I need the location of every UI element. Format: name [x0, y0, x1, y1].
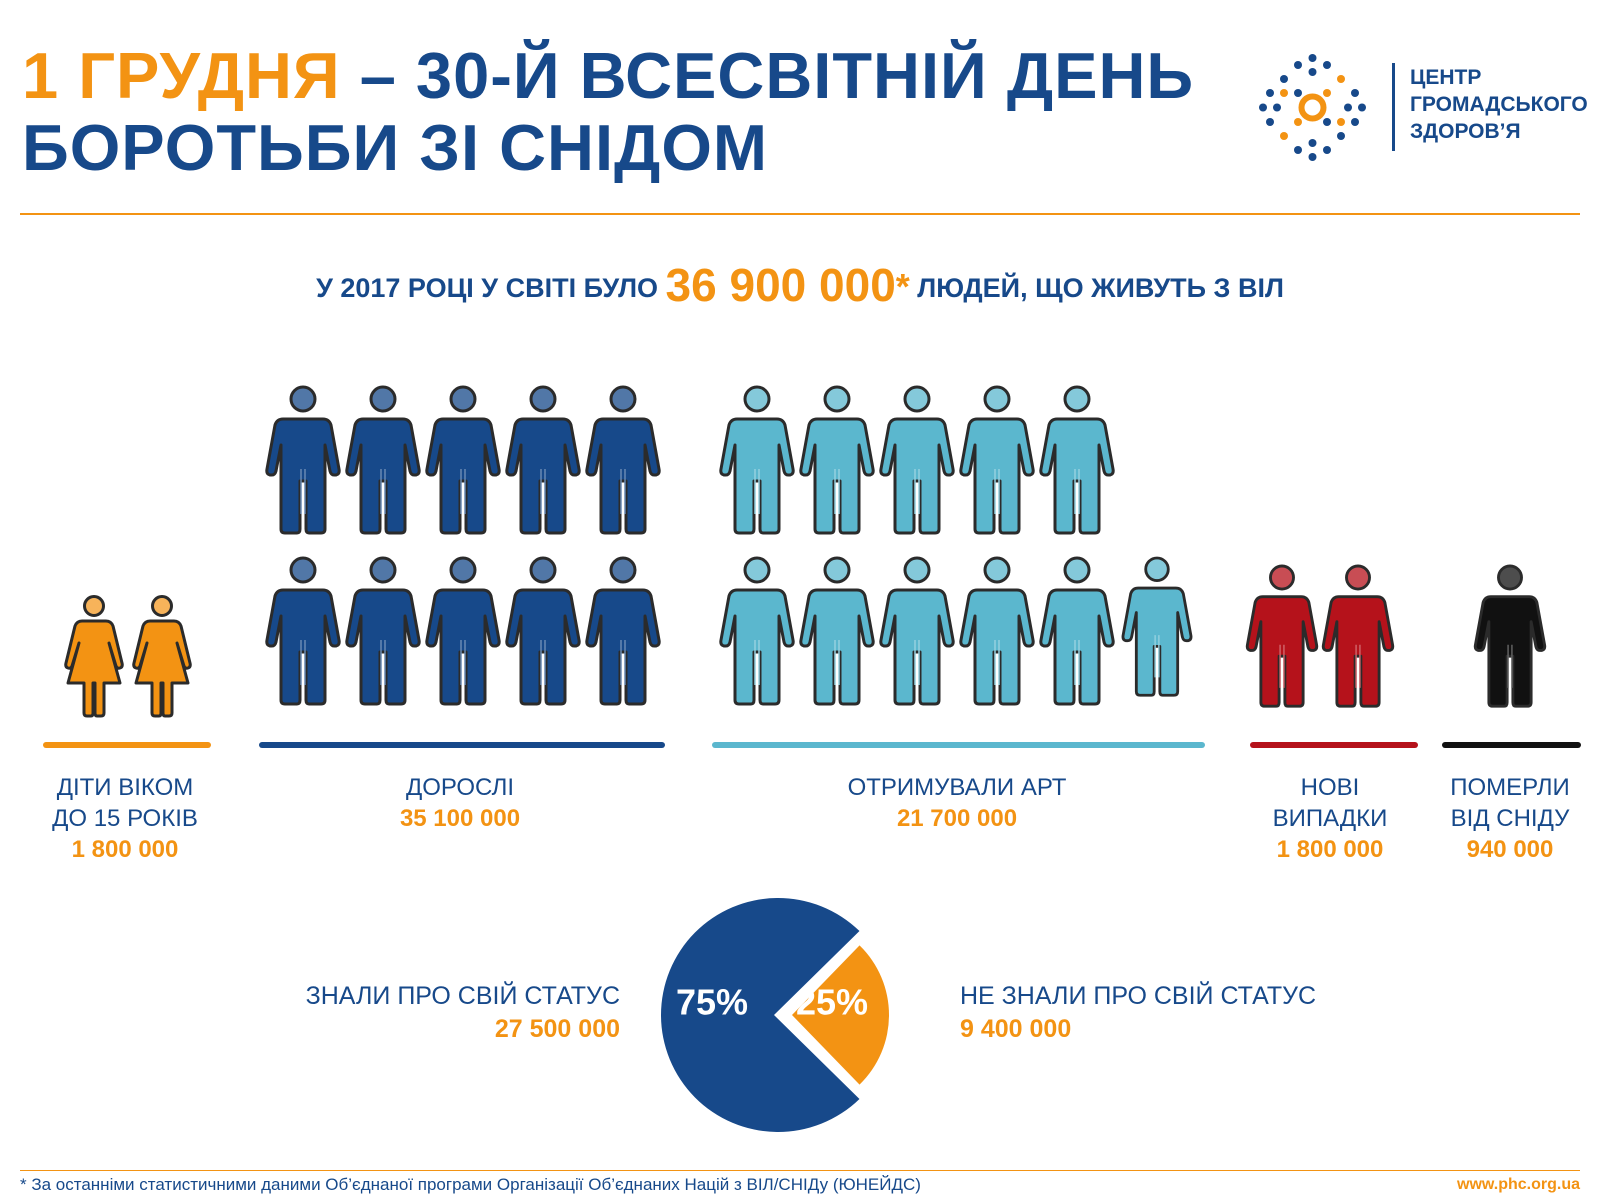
- adults-value: 35 100 000: [399, 805, 521, 832]
- adult-figure-2: [345, 385, 421, 535]
- label-art: ОТРИМУВАЛИ АРТ 21 700 000: [712, 772, 1202, 834]
- adults-line1: ДОРОСЛІ: [405, 774, 515, 801]
- died-line1: ПОМЕРЛИ: [1450, 774, 1570, 801]
- adult-figure-8: [425, 556, 501, 706]
- unknown-label: НЕ ЗНАЛИ ПРО СВІЙ СТАТУС: [960, 982, 1317, 1010]
- pictogram-chart: [43, 385, 1581, 748]
- pie-slice-unknown: [792, 945, 889, 1085]
- logo-text: ЦЕНТР ГРОМАДСЬКОГО ЗДОРОВ’Я: [1410, 64, 1588, 145]
- known-value: 27 500 000: [494, 1015, 620, 1043]
- known-label: ЗНАЛИ ПРО СВІЙ СТАТУС: [305, 982, 620, 1010]
- adult-figure-4: [505, 385, 581, 535]
- logo-line2: ГРОМАДСЬКОГО: [1410, 93, 1588, 116]
- footnote: * За останніми статистичними даними Об’є…: [20, 1175, 921, 1194]
- art-figure-10: [1039, 556, 1115, 706]
- header-divider: [20, 213, 1580, 215]
- art-figure-1: [719, 385, 795, 535]
- new-cases-line1: НОВІ: [1300, 774, 1360, 801]
- children-line1: ДІТИ ВІКОМ: [56, 774, 194, 801]
- headline-number: 36 900 000: [665, 259, 896, 311]
- adult-figure-6: [265, 556, 341, 706]
- headline: У 2017 РОЦІ У СВІТІ БУЛО 36 900 000* ЛЮД…: [0, 258, 1600, 312]
- art-figure-8: [879, 556, 955, 706]
- died-line2: ВІД СНІДУ: [1450, 805, 1570, 832]
- art-figure-9: [959, 556, 1035, 706]
- label-new-cases: НОВІ ВИПАДКИ 1 800 000: [1245, 772, 1415, 865]
- art-value: 21 700 000: [896, 805, 1018, 832]
- pie-slice-known: [661, 898, 860, 1132]
- label-children: ДІТИ ВІКОМ ДО 15 РОКІВ 1 800 000: [20, 772, 230, 865]
- died-value: 940 000: [1466, 836, 1554, 863]
- headline-suffix: ЛЮДЕЙ, ЩО ЖИВУТЬ З ВІЛ: [909, 273, 1284, 303]
- art-figure-7: [799, 556, 875, 706]
- logo-line1: ЦЕНТР: [1410, 66, 1482, 89]
- new-cases-line2: ВИПАДКИ: [1272, 805, 1388, 832]
- art-figure-3: [879, 385, 955, 535]
- adult-figure-10: [585, 556, 661, 706]
- new-case-figure-2: [1321, 564, 1395, 708]
- new-case-figure-1: [1245, 564, 1319, 708]
- adult-figure-3: [425, 385, 501, 535]
- site-url[interactable]: www.phc.org.ua: [1457, 1176, 1580, 1193]
- art-figure-11: [1121, 556, 1193, 697]
- adult-figure-1: [265, 385, 341, 535]
- art-figure-4: [959, 385, 1035, 535]
- footer-divider: [20, 1170, 1580, 1171]
- label-adults: ДОРОСЛІ 35 100 000: [260, 772, 660, 834]
- pie-label-unknown-pct: 25%: [796, 982, 868, 1023]
- children-line2: ДО 15 РОКІВ: [52, 805, 198, 832]
- phc-dots-logo-icon: [1259, 54, 1366, 161]
- pie-known-label: ЗНАЛИ ПРО СВІЙ СТАТУС 27 500 000: [306, 980, 620, 1046]
- unknown-value: 9 400 000: [960, 1015, 1072, 1043]
- adult-figure-9: [505, 556, 581, 706]
- died-figure-1: [1473, 564, 1547, 708]
- child-figure-2: [132, 595, 192, 718]
- headline-prefix: У 2017 РОЦІ У СВІТІ БУЛО: [316, 273, 666, 303]
- adult-figure-5: [585, 385, 661, 535]
- child-figure-1: [64, 595, 124, 718]
- art-figure-2: [799, 385, 875, 535]
- pie-label-known-pct: 75%: [676, 982, 748, 1023]
- pie-unknown-label: НЕ ЗНАЛИ ПРО СВІЙ СТАТУС 9 400 000: [960, 980, 1316, 1046]
- art-line1: ОТРИМУВАЛИ АРТ: [847, 774, 1067, 801]
- status-pie-chart: 75% 25%: [661, 898, 889, 1132]
- title-line2: БОРОТЬБИ ЗІ СНІДОМ: [22, 111, 769, 184]
- logo-line3: ЗДОРОВ’Я: [1410, 120, 1521, 143]
- headline-star: *: [895, 266, 910, 307]
- title-line1: – 30-Й ВСЕСВІТНІЙ ДЕНЬ: [340, 39, 1195, 112]
- adult-figure-7: [345, 556, 421, 706]
- children-value: 1 800 000: [71, 836, 179, 863]
- logo-divider: [1392, 63, 1395, 151]
- title-date: 1 ГРУДНЯ: [22, 39, 341, 112]
- new-cases-value: 1 800 000: [1276, 836, 1384, 863]
- art-figure-5: [1039, 385, 1115, 535]
- art-figure-6: [719, 556, 795, 706]
- label-died: ПОМЕРЛИ ВІД СНІДУ 940 000: [1430, 772, 1590, 865]
- page-title: 1 ГРУДНЯ – 30-Й ВСЕСВІТНІЙ ДЕНЬ БОРОТЬБИ…: [22, 40, 1194, 184]
